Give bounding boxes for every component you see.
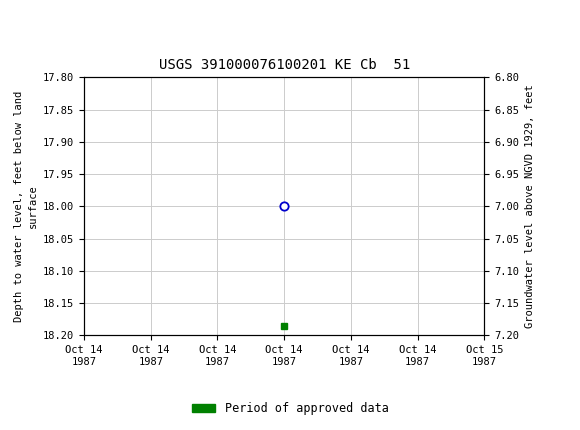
- Title: USGS 391000076100201 KE Cb  51: USGS 391000076100201 KE Cb 51: [158, 58, 410, 72]
- Legend: Period of approved data: Period of approved data: [187, 397, 393, 420]
- Y-axis label: Groundwater level above NGVD 1929, feet: Groundwater level above NGVD 1929, feet: [524, 85, 535, 328]
- Text: ❖ USGS: ❖ USGS: [9, 11, 74, 29]
- Y-axis label: Depth to water level, feet below land
surface: Depth to water level, feet below land su…: [14, 91, 38, 322]
